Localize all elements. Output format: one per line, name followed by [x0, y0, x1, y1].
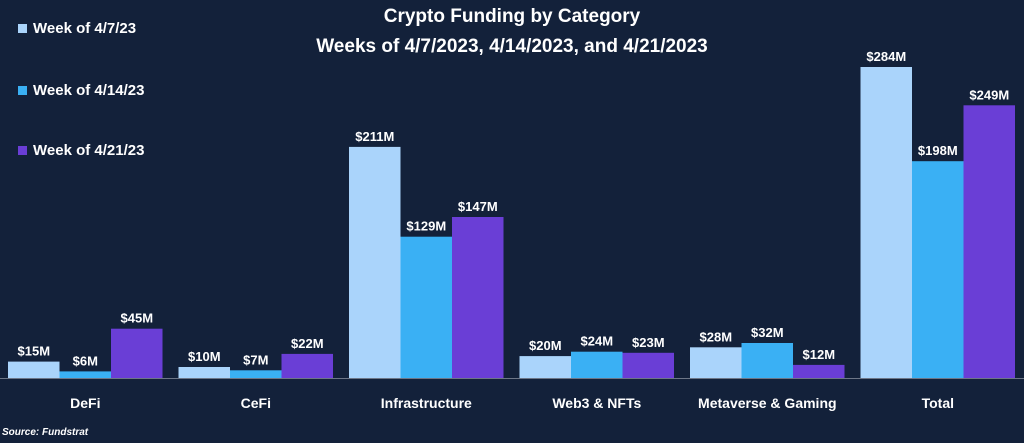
bar-web3-nfts-series-2	[571, 351, 623, 378]
legend-item-week-4-7: Week of 4/7/23	[18, 18, 136, 38]
data-label-infrastructure-series-3: $147M	[458, 199, 498, 214]
bar-metaverse-gaming-series-3	[793, 364, 845, 378]
data-label-defi-series-2: $6M	[73, 353, 98, 368]
chart-title: Crypto Funding by Category	[383, 6, 641, 27]
bar-metaverse-gaming-series-2	[741, 343, 793, 378]
x-tick-label-metaverse-gaming: Metaverse & Gaming	[698, 395, 837, 411]
bar-web3-nfts-series-3	[622, 352, 674, 378]
bar-defi-series-3	[111, 328, 163, 378]
data-label-defi-series-3: $45M	[121, 311, 154, 326]
bar-web3-nfts-series-1	[519, 356, 571, 378]
legend-label-week-4-21: Week of 4/21/23	[33, 141, 145, 159]
bar-cefi-series-1	[178, 367, 230, 378]
data-label-metaverse-gaming-series-3: $12M	[803, 347, 836, 362]
x-tick-label-infrastructure: Infrastructure	[381, 395, 472, 411]
bar-defi-series-2	[59, 371, 111, 378]
x-tick-label-defi: DeFi	[70, 395, 100, 411]
bar-metaverse-gaming-series-1	[690, 347, 742, 378]
bar-infrastructure-series-2	[400, 236, 452, 378]
data-label-cefi-series-1: $10M	[188, 349, 221, 364]
bar-total-series-1	[860, 67, 912, 378]
legend-item-week-4-14: Week of 4/14/23	[18, 80, 144, 100]
bar-cefi-series-2	[230, 370, 282, 378]
legend-swatch-week-4-21	[18, 145, 27, 155]
x-tick-label-web3-nfts: Web3 & NFTs	[552, 395, 641, 411]
data-label-metaverse-gaming-series-2: $32M	[751, 325, 784, 340]
data-label-defi-series-1: $15M	[18, 344, 51, 359]
legend-swatch-week-4-7	[18, 23, 27, 33]
data-label-total-series-2: $198M	[918, 143, 958, 158]
x-tick-label-cefi: CeFi	[241, 395, 271, 411]
data-label-cefi-series-3: $22M	[291, 336, 324, 351]
bar-infrastructure-series-3	[452, 217, 504, 378]
bar-total-series-2	[912, 161, 964, 378]
chart-subtitle: Weeks of 4/7/2023, 4/14/2023, and 4/21/2…	[316, 36, 708, 57]
bar-defi-series-1	[8, 361, 60, 378]
data-label-web3-nfts-series-3: $23M	[632, 335, 665, 350]
data-label-web3-nfts-series-1: $20M	[529, 338, 562, 353]
data-label-infrastructure-series-1: $211M	[355, 129, 394, 144]
data-label-total-series-1: $284M	[866, 49, 906, 64]
bar-infrastructure-series-1	[349, 146, 401, 378]
legend-item-week-4-21: Week of 4/21/23	[18, 140, 144, 160]
data-label-metaverse-gaming-series-1: $28M	[700, 329, 733, 344]
legend-label-week-4-14: Week of 4/14/23	[33, 81, 145, 99]
legend-label-week-4-7: Week of 4/7/23	[33, 19, 137, 37]
bar-total-series-3	[963, 105, 1015, 379]
bar-cefi-series-3	[281, 353, 333, 378]
data-label-infrastructure-series-2: $129M	[406, 219, 446, 234]
data-label-cefi-series-2: $7M	[243, 352, 268, 367]
source-note: Source: Fundstrat	[2, 427, 89, 438]
legend-swatch-week-4-14	[18, 85, 27, 95]
x-tick-label-total: Total	[922, 395, 954, 411]
data-label-web3-nfts-series-2: $24M	[581, 334, 614, 349]
data-label-total-series-3: $249M	[969, 87, 1009, 102]
